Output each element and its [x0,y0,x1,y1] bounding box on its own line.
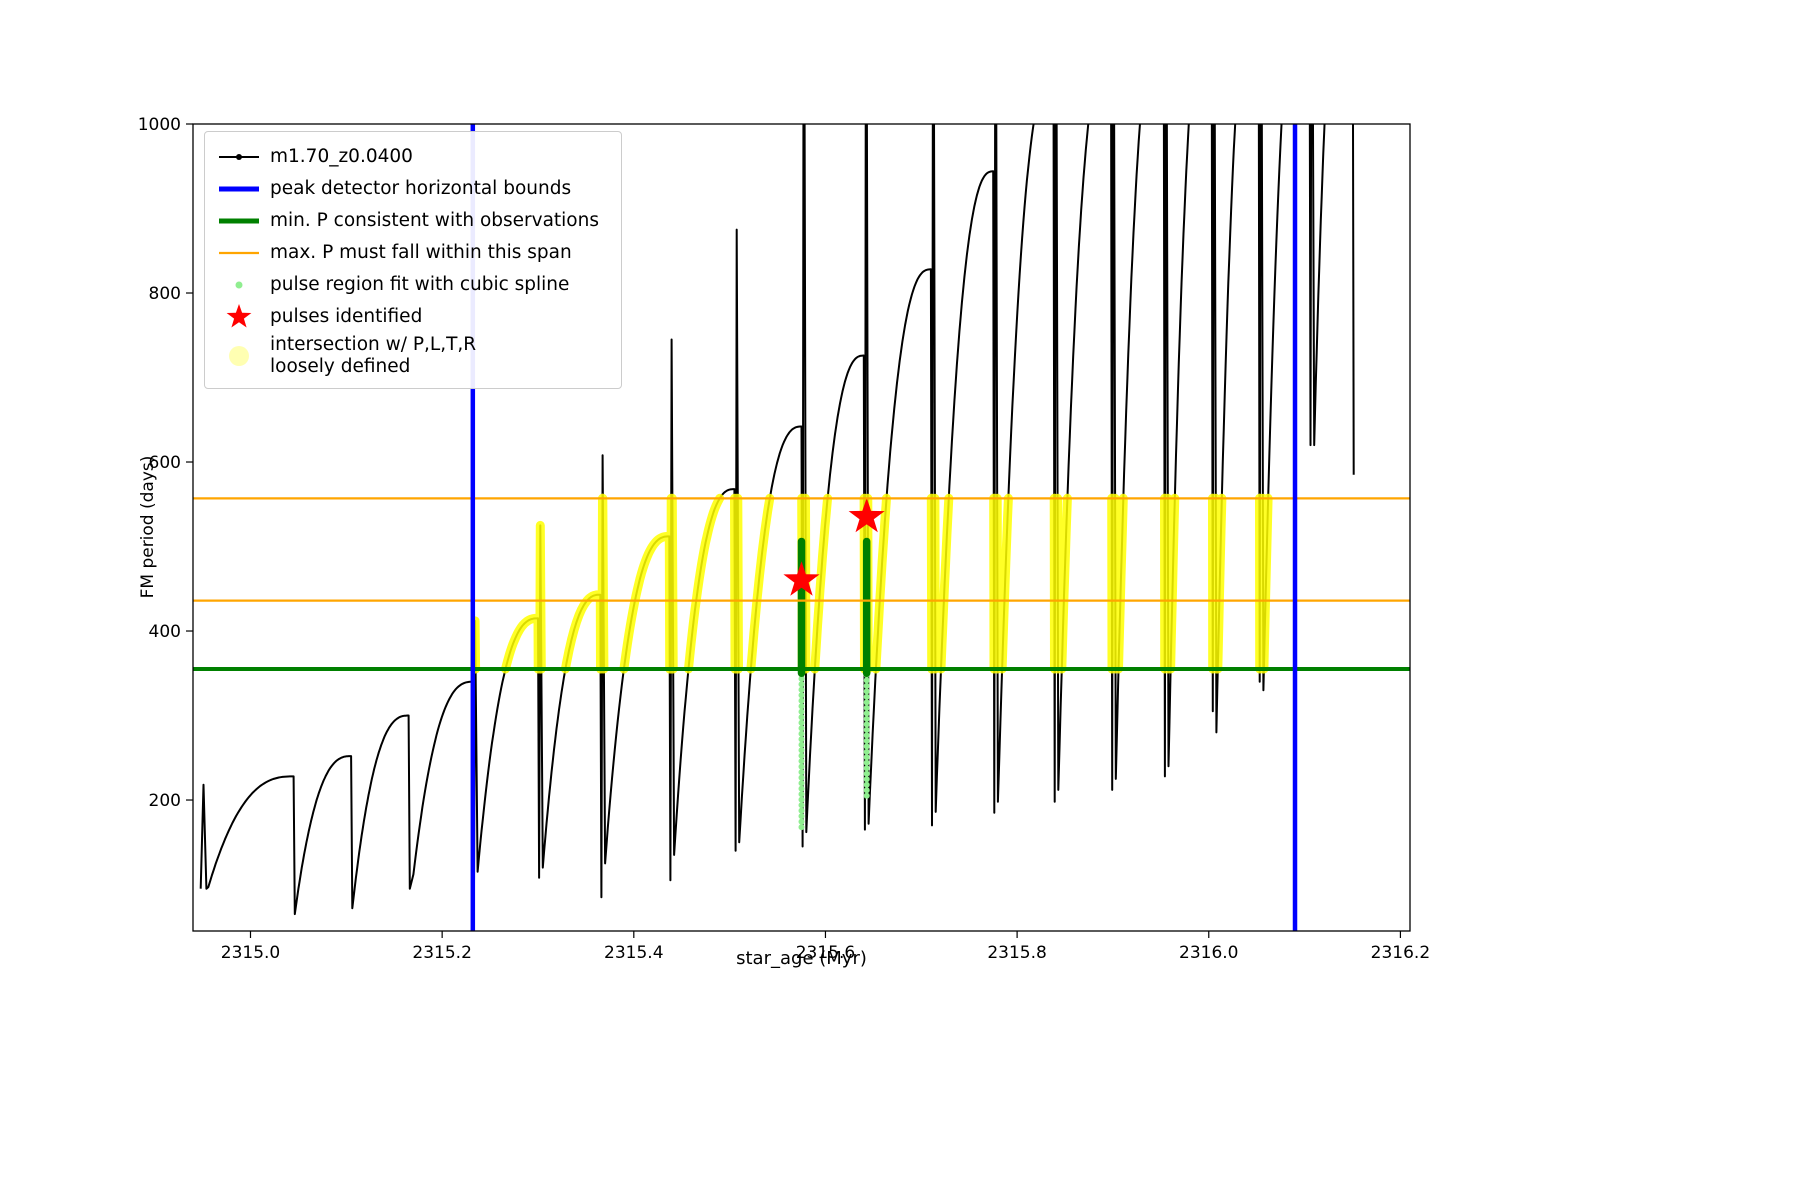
star-legend-marker-icon [226,304,252,328]
x-tick-label: 2316.0 [1179,943,1238,963]
x-axis-label: star_age (Myr) [736,948,867,969]
y-tick-label: 800 [149,284,181,304]
legend-item-label: peak detector horizontal bounds [270,177,572,199]
x-tick-label: 2315.0 [221,943,280,963]
thick-line-legend-marker-icon [219,186,259,192]
legend-item-label: intersection w/ P,L,T,R loosely defined [270,334,477,378]
y-tick-label: 200 [149,791,181,811]
x-tick-label: 2315.6 [796,943,855,963]
spline-dots [863,672,870,799]
line-legend-marker-icon [219,251,259,255]
plot-area [199,124,1355,916]
thick-line-legend-marker-icon [219,218,259,224]
y-tick-label: 1000 [138,115,181,135]
legend-item-label: min. P consistent with observations [270,209,599,231]
y-tick-label: 400 [149,622,181,642]
legend-item: max. P must fall within this span [217,238,599,268]
legend-item: peak detector horizontal bounds [217,174,599,204]
y-axis-label: FM period (days) [138,455,158,599]
x-tick-label: 2316.2 [1371,943,1430,963]
legend-item-label: pulses identified [270,305,423,327]
legend-item-label: pulse region fit with cubic spline [270,273,570,295]
dot-large-legend-marker-icon [229,346,249,367]
plot-frame [192,123,1411,932]
x-tick-label: 2315.4 [604,943,663,963]
pulse-star-icon [783,561,820,596]
spline-dots [798,670,805,831]
legend-item: min. P consistent with observations [217,206,599,236]
legend-item: m1.70_z0.0400 [217,142,599,172]
legend-item: pulses identified [217,302,599,332]
x-tick-label: 2315.8 [987,943,1046,963]
series-path [199,124,1355,916]
x-tick-label: 2315.2 [412,943,471,963]
dot-small-legend-marker-icon [235,281,243,289]
legend-item-label: max. P must fall within this span [270,241,572,263]
legend-item-label: m1.70_z0.0400 [270,145,413,167]
legend-item: intersection w/ P,L,T,R loosely defined [217,334,599,378]
y-tick-label: 600 [149,453,181,473]
line-dot-legend-marker-icon [219,154,259,160]
pulse-star-icon [848,497,885,533]
legend-item: pulse region fit with cubic spline [217,270,599,300]
